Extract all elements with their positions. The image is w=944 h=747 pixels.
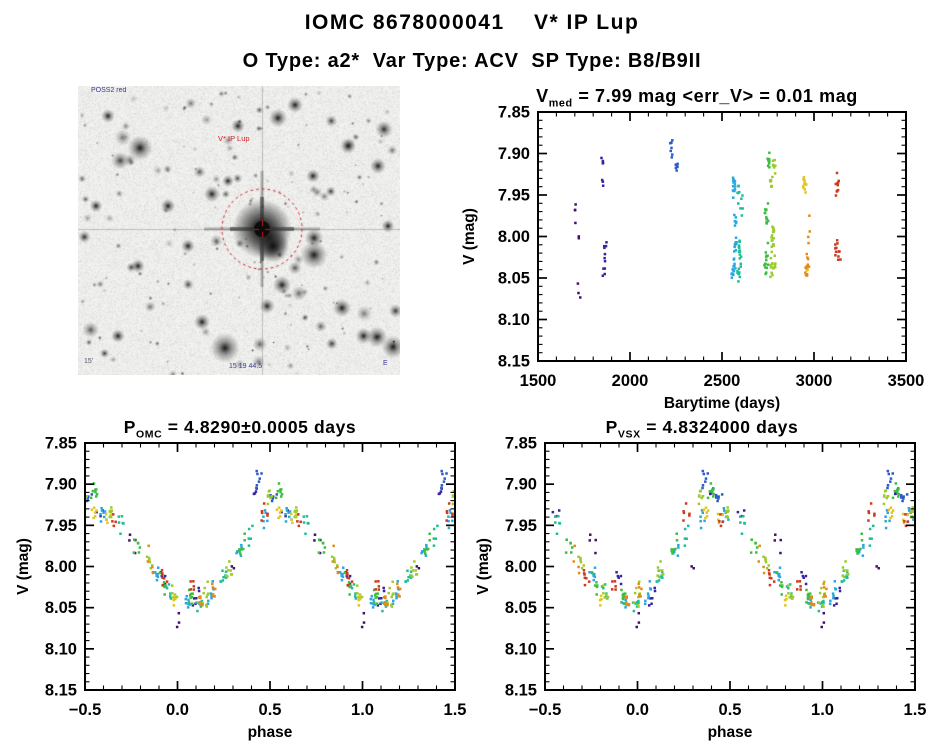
svg-text:7.95: 7.95 bbox=[505, 517, 537, 535]
svg-text:8.10: 8.10 bbox=[498, 311, 530, 329]
svg-text:7.90: 7.90 bbox=[45, 476, 77, 494]
page-subtitle: O Type: a2* Var Type: ACV SP Type: B8/B9… bbox=[242, 50, 702, 72]
title-subscript: med bbox=[548, 97, 573, 110]
title-prefix: V bbox=[536, 86, 549, 106]
omc-phase-plot: −0.5 0.0 0.5 1.0 1.5 7.85 7.90 7.95 8.00 8.05 8.10… bbox=[15, 435, 467, 742]
svg-text:8.15: 8.15 bbox=[498, 353, 530, 371]
svg-text:V (mag): V (mag) bbox=[475, 538, 492, 595]
svg-text:7.95: 7.95 bbox=[498, 187, 530, 205]
barytime-plot: 1500 2000 2500 3000 3500 7.85 7.90 7.95 8.00 8.05… bbox=[461, 104, 925, 413]
omc-phase-plot-title: POMC = 4.8290±0.0005 days bbox=[0, 417, 480, 441]
title-prefix: P bbox=[123, 417, 137, 437]
title-rest: = 7.99 mag <err_V> = 0.01 mag bbox=[572, 86, 858, 106]
svg-text:−0.5: −0.5 bbox=[69, 701, 102, 719]
title-subscript: OMC bbox=[136, 428, 163, 441]
barytime-plot-title: Vmed = 7.99 mag <err_V> = 0.01 mag bbox=[450, 86, 944, 110]
svg-text:8.00: 8.00 bbox=[498, 228, 530, 246]
title-prefix: P bbox=[605, 417, 618, 437]
title-rest: = 4.8290±0.0005 days bbox=[162, 417, 357, 437]
title-subscript: VSX bbox=[617, 428, 641, 441]
svg-text:8.00: 8.00 bbox=[505, 558, 537, 576]
svg-text:0.5: 0.5 bbox=[719, 701, 742, 719]
svg-text:7.85: 7.85 bbox=[45, 435, 77, 453]
svg-text:phase: phase bbox=[248, 724, 293, 741]
svg-text:8.05: 8.05 bbox=[45, 599, 77, 617]
svg-text:8.00: 8.00 bbox=[45, 558, 77, 576]
svg-text:0.0: 0.0 bbox=[166, 701, 189, 719]
svg-text:phase: phase bbox=[708, 724, 753, 741]
svg-text:8.15: 8.15 bbox=[505, 682, 537, 700]
page-title: IOMC 8678000041 V* IP Lup bbox=[304, 11, 640, 34]
scale-label: 15' bbox=[84, 358, 94, 365]
vsx-phase-plot-title: PVSX = 4.8324000 days bbox=[460, 417, 944, 441]
svg-text:7.90: 7.90 bbox=[498, 145, 530, 163]
finding-chart: POSS2 red V* IP Lup 15 19 44.5 15' E bbox=[78, 86, 400, 375]
svg-text:8.05: 8.05 bbox=[498, 270, 530, 288]
compass-arrow-icon: ↑ bbox=[391, 336, 397, 350]
orientation-label: E bbox=[383, 360, 388, 367]
vsx-phase-plot: −0.5 0.0 0.5 1.0 1.5 7.85 7.90 7.95 8.00 8.05 8.10… bbox=[475, 435, 927, 742]
svg-text:Barytime (days): Barytime (days) bbox=[664, 395, 780, 412]
svg-text:1.0: 1.0 bbox=[811, 701, 834, 719]
svg-text:7.85: 7.85 bbox=[498, 104, 530, 122]
svg-text:8.05: 8.05 bbox=[505, 599, 537, 617]
svg-text:7.90: 7.90 bbox=[505, 476, 537, 494]
target-name-label: V* IP Lup bbox=[218, 134, 250, 143]
svg-text:1.5: 1.5 bbox=[904, 701, 927, 719]
svg-text:2000: 2000 bbox=[612, 372, 649, 390]
svg-text:2500: 2500 bbox=[704, 372, 741, 390]
svg-text:7.95: 7.95 bbox=[45, 517, 77, 535]
svg-text:3500: 3500 bbox=[888, 372, 925, 390]
title-rest: = 4.8324000 days bbox=[640, 417, 799, 437]
svg-text:8.10: 8.10 bbox=[45, 640, 77, 658]
svg-text:V (mag): V (mag) bbox=[15, 538, 32, 595]
svg-text:−0.5: −0.5 bbox=[529, 701, 562, 719]
svg-text:8.10: 8.10 bbox=[505, 640, 537, 658]
svg-text:1500: 1500 bbox=[520, 372, 557, 390]
svg-text:0.0: 0.0 bbox=[626, 701, 649, 719]
svg-text:1.5: 1.5 bbox=[444, 701, 467, 719]
svg-text:V (mag): V (mag) bbox=[461, 208, 478, 265]
svg-text:0.5: 0.5 bbox=[259, 701, 282, 719]
star-field-image bbox=[78, 86, 400, 375]
coordinates-label: 15 19 44.5 bbox=[229, 363, 263, 370]
svg-text:1.0: 1.0 bbox=[351, 701, 374, 719]
survey-label: POSS2 red bbox=[91, 87, 127, 94]
svg-text:7.85: 7.85 bbox=[505, 435, 537, 453]
svg-text:8.15: 8.15 bbox=[45, 682, 77, 700]
svg-text:3000: 3000 bbox=[796, 372, 833, 390]
